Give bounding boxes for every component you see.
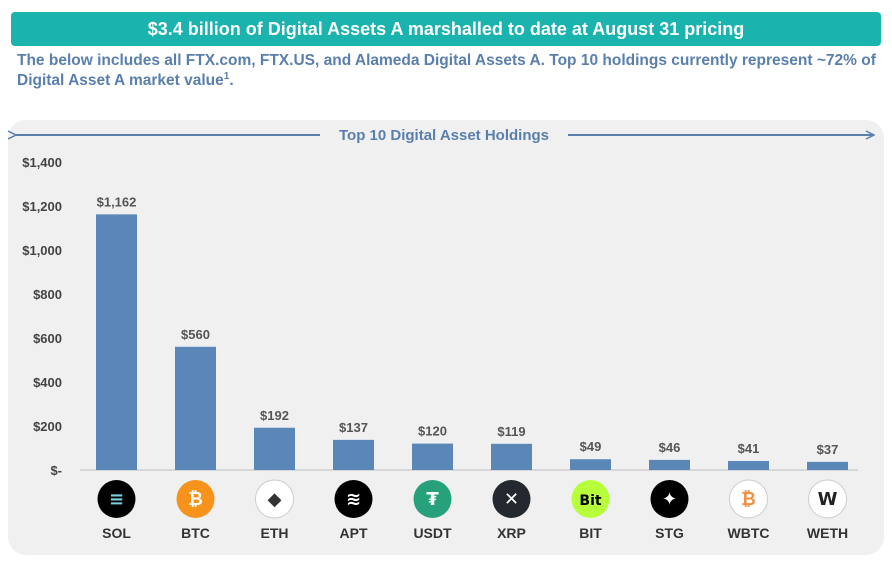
category-label: APT (340, 525, 368, 541)
data-label: $37 (817, 442, 839, 457)
subtitle-end: . (229, 72, 234, 89)
svg-text:₿: ₿ (188, 489, 203, 510)
category-label: USDT (413, 525, 452, 541)
data-label: $120 (418, 424, 447, 439)
category-label: BIT (579, 525, 602, 541)
data-label: $41 (738, 441, 760, 456)
bar-bit (570, 459, 611, 470)
bar-eth (254, 427, 295, 470)
bar-usdt (412, 443, 453, 470)
bar-chart: Top 10 Digital Asset Holdings $- $200 $400… (8, 127, 884, 541)
svg-text:≋: ≋ (346, 489, 361, 510)
wrapped-ether-icon: W (808, 479, 847, 519)
data-label: $119 (497, 424, 525, 439)
bar-xrp (491, 443, 532, 470)
ethereum-icon: ◆ (255, 479, 294, 519)
stargate-icon: ✦ (650, 480, 689, 518)
category-label: WETH (807, 525, 848, 541)
category-label: ETH (261, 525, 289, 541)
category-label: SOL (102, 525, 131, 541)
chart-panel: Top 10 Digital Asset Holdings $- $200 $400… (8, 120, 884, 555)
wrapped-bitcoin-icon: ₿ (729, 479, 768, 519)
y-tick-label: $600 (33, 331, 62, 346)
category-label: STG (655, 525, 684, 541)
bar-weth (807, 461, 848, 470)
data-label: $46 (659, 440, 681, 455)
data-label: $137 (339, 420, 368, 435)
title-banner: $3.4 billion of Digital Assets A marshal… (11, 12, 881, 46)
svg-text:Bit: Bit (579, 493, 601, 509)
y-tick-label: $200 (33, 419, 62, 434)
data-label: $560 (181, 327, 210, 342)
category-label: XRP (497, 525, 526, 541)
y-tick-label: $- (50, 463, 62, 478)
subtitle: The below includes all FTX.com, FTX.US, … (17, 51, 882, 91)
category-label: WBTC (728, 525, 770, 541)
bar-sol (96, 214, 137, 470)
bar-wbtc (728, 460, 769, 470)
tether-icon: ₮ (413, 480, 452, 518)
y-tick-label: $800 (33, 287, 62, 302)
bitdao-icon: Bit (571, 480, 610, 518)
svg-text:₿: ₿ (741, 489, 756, 510)
svg-text:W: W (818, 489, 838, 510)
svg-text:≡: ≡ (109, 489, 124, 510)
bitcoin-icon: ₿ (176, 480, 215, 518)
chart-title: Top 10 Digital Asset Holdings (339, 127, 549, 144)
category-label: BTC (181, 525, 210, 541)
svg-text:₮: ₮ (426, 489, 439, 510)
y-tick-label: $1,000 (22, 243, 62, 258)
aptos-icon: ≋ (334, 480, 373, 518)
svg-text:◆: ◆ (268, 489, 282, 510)
solana-icon: ≡ (97, 480, 136, 518)
xrp-icon: ✕ (492, 480, 531, 518)
svg-text:✦: ✦ (662, 489, 677, 510)
data-label: $49 (580, 439, 602, 454)
data-label: $192 (260, 408, 289, 423)
subtitle-text: The below includes all FTX.com, FTX.US, … (17, 52, 876, 89)
bar-apt (333, 439, 374, 470)
y-tick-label: $400 (33, 375, 62, 390)
bar-stg (649, 459, 690, 470)
y-tick-label: $1,200 (22, 199, 62, 214)
svg-text:✕: ✕ (504, 489, 519, 510)
data-label: $1,162 (97, 194, 137, 209)
y-tick-label: $1,400 (22, 155, 62, 170)
bar-btc (175, 346, 216, 470)
footnote-marker: 1 (223, 70, 230, 82)
